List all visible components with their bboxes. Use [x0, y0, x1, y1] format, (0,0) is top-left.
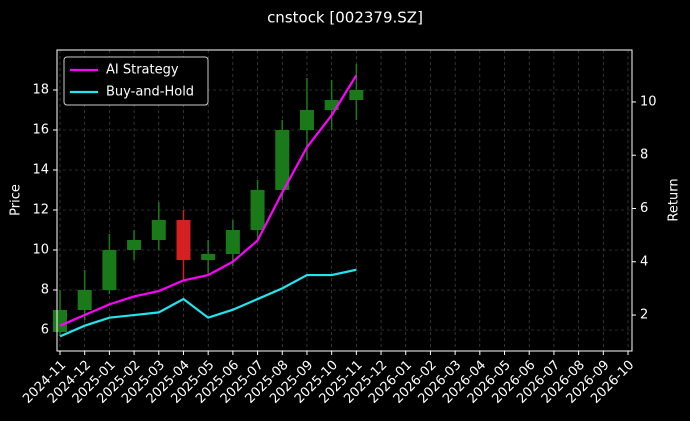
candle-body	[53, 310, 67, 332]
candle-body	[299, 110, 314, 130]
candle-body	[349, 90, 364, 100]
y-tick-label: 18	[32, 83, 49, 98]
legend-box	[63, 56, 209, 106]
y-axis-label: Price	[9, 184, 24, 216]
candle-body	[275, 130, 290, 190]
y2-tick-label: 6	[640, 201, 648, 216]
candle-body	[77, 290, 92, 310]
candle-body	[127, 240, 142, 250]
candle-body	[250, 190, 265, 230]
y-tick-label: 16	[32, 123, 49, 138]
y-tick-label: 12	[32, 203, 49, 218]
candle-body	[176, 220, 191, 260]
legend-label: Buy-and-Hold	[106, 85, 194, 100]
y2-tick-label: 8	[640, 148, 648, 163]
y2-tick-label: 10	[640, 94, 657, 109]
candle-body	[201, 254, 216, 260]
chart-title: cnstock [002379.SZ]	[267, 9, 423, 27]
plot-frame	[56, 49, 633, 352]
y-tick-label: 14	[32, 163, 49, 178]
y2-tick-label: 2	[640, 308, 648, 323]
candle-body	[102, 250, 117, 290]
y-tick-label: 10	[32, 243, 49, 258]
y2-tick-label: 4	[640, 254, 648, 269]
y-tick-label: 6	[41, 323, 49, 338]
candle-body	[151, 220, 166, 240]
series-line	[59, 268, 357, 338]
y2-axis-label: Return	[667, 178, 682, 221]
candle-body	[324, 100, 339, 110]
y-tick-label: 8	[41, 283, 49, 298]
series-line	[59, 74, 358, 327]
legend-label: AI Strategy	[106, 63, 179, 78]
candle-body	[225, 230, 240, 254]
